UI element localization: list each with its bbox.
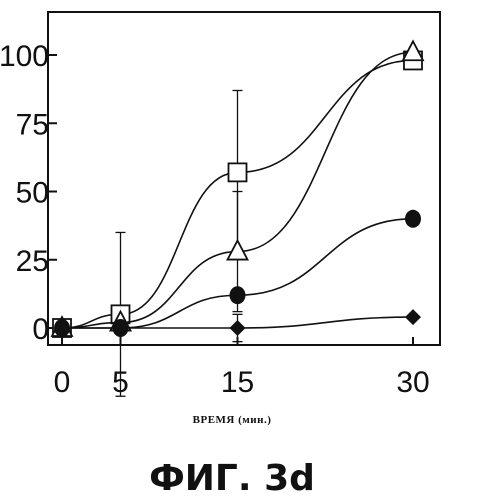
y-tick-label: 100 [0, 40, 49, 73]
data-point-triangle [228, 241, 248, 260]
data-point-diamond [405, 309, 421, 325]
x-tick-label: 15 [221, 366, 254, 399]
data-point-circle [230, 286, 246, 304]
y-tick-label: 25 [16, 245, 49, 278]
x-tick-label: 30 [396, 366, 429, 399]
x-axis: 051530 [54, 337, 430, 399]
data-point-circle [405, 210, 421, 228]
series-filled-diamond [54, 309, 421, 342]
x-axis-label: ВРЕМЯ (мин.) [193, 414, 272, 426]
y-tick-label: 50 [16, 177, 49, 210]
x-tick-label: 0 [54, 366, 71, 399]
y-tick-label: 75 [16, 108, 49, 141]
y-tick-label: 0 [32, 313, 49, 346]
figure-title: ФИГ. 3d [149, 458, 315, 499]
data-point-square [229, 163, 247, 181]
data-point-diamond [230, 320, 246, 336]
